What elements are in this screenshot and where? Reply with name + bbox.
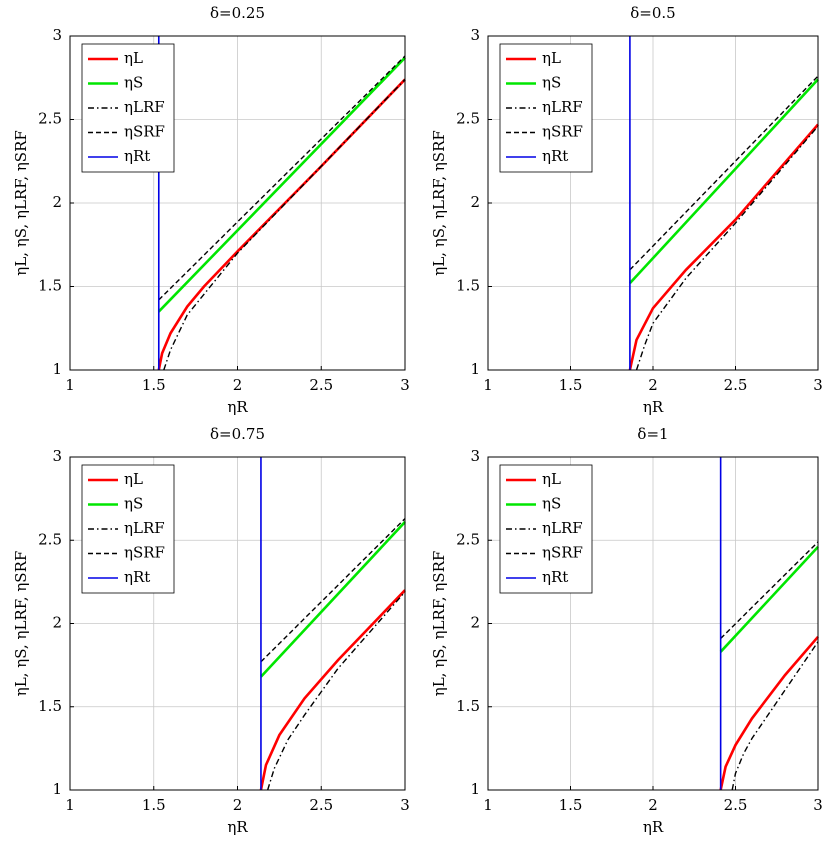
legend-label: ηRt (542, 147, 568, 165)
x-tick-label: 2 (648, 796, 658, 814)
x-tick-label: 2.5 (309, 376, 333, 394)
series-line (731, 641, 819, 791)
legend-label: ηRt (542, 568, 568, 586)
legend-label: ηS (542, 74, 561, 92)
legend-label: ηSRF (542, 544, 583, 562)
legend-label: ηL (124, 49, 143, 67)
x-tick-label: 3 (400, 796, 410, 814)
y-tick-label: 2 (52, 193, 62, 211)
legend-label: ηLRF (124, 519, 165, 537)
series-line (629, 75, 819, 271)
series-line (719, 546, 819, 653)
x-tick-label: 2 (233, 796, 243, 814)
subplot-title: δ=0.5 (630, 4, 675, 22)
legend-label: ηLRF (124, 98, 165, 116)
x-axis-label: ηR (643, 398, 664, 416)
x-axis-label: ηR (227, 398, 248, 416)
x-tick-label: 1 (483, 796, 493, 814)
series-line (628, 78, 819, 285)
y-tick-label: 1.5 (456, 277, 480, 295)
plot-frame (69, 35, 406, 371)
y-tick-label: 1 (52, 360, 62, 378)
series-line (635, 125, 819, 371)
series-line (260, 518, 406, 663)
legend-label: ηS (124, 495, 143, 513)
y-tick-label: 3 (52, 447, 62, 465)
series-line (157, 78, 406, 371)
x-tick-label: 2.5 (724, 796, 748, 814)
subplot-title: δ=0.75 (210, 425, 265, 443)
y-tick-label: 2 (470, 614, 480, 632)
y-tick-label: 3 (52, 26, 62, 44)
legend-label: ηRt (124, 147, 150, 165)
plot-frame (487, 456, 819, 791)
series-line (266, 591, 406, 791)
x-tick-label: 1.5 (142, 376, 166, 394)
y-tick-label: 3 (470, 26, 480, 44)
y-tick-label: 2.5 (456, 530, 480, 548)
y-axis-label: ηL, ηS, ηLRF, ηSRF (12, 551, 30, 697)
subplot-title: δ=0.25 (210, 4, 265, 22)
x-tick-label: 1 (483, 376, 493, 394)
x-tick-label: 2.5 (309, 796, 333, 814)
legend-label: ηRt (124, 568, 150, 586)
y-axis-label: ηL, ηS, ηLRF, ηSRF (430, 130, 448, 276)
subplot-title: δ=1 (637, 425, 668, 443)
series-line (163, 78, 406, 371)
x-tick-label: 1 (65, 376, 75, 394)
series-line (158, 55, 406, 301)
y-tick-label: 1 (470, 360, 480, 378)
x-tick-label: 2.5 (724, 376, 748, 394)
x-tick-label: 2 (233, 376, 243, 394)
y-tick-label: 1.5 (456, 697, 480, 715)
legend-label: ηL (124, 470, 143, 488)
x-tick-label: 1.5 (559, 796, 583, 814)
y-tick-label: 1 (470, 780, 480, 798)
series-line (259, 521, 406, 678)
x-tick-label: 1.5 (559, 376, 583, 394)
x-axis-label: ηR (643, 818, 664, 836)
y-axis-label: ηL, ηS, ηLRF, ηSRF (430, 551, 448, 697)
legend-label: ηL (542, 49, 561, 67)
y-tick-label: 2.5 (456, 110, 480, 128)
y-tick-label: 2.5 (38, 110, 62, 128)
y-tick-label: 2 (470, 193, 480, 211)
x-tick-label: 1 (65, 796, 75, 814)
legend-label: ηSRF (124, 123, 165, 141)
x-tick-label: 3 (400, 376, 410, 394)
plot-frame (487, 35, 819, 371)
x-tick-label: 3 (813, 376, 823, 394)
y-axis-label: ηL, ηS, ηLRF, ηSRF (12, 130, 30, 276)
legend-label: ηLRF (542, 98, 583, 116)
plot-frame (69, 456, 406, 791)
series-line (259, 589, 406, 791)
series-line (628, 123, 819, 371)
x-tick-label: 2 (648, 376, 658, 394)
x-tick-label: 3 (813, 796, 823, 814)
y-tick-label: 1.5 (38, 277, 62, 295)
series-line (720, 541, 819, 639)
legend-label: ηSRF (542, 123, 583, 141)
legend-label: ηSRF (124, 544, 165, 562)
legend-label: ηS (542, 495, 561, 513)
series-line (719, 635, 819, 791)
y-tick-label: 2 (52, 614, 62, 632)
legend-label: ηLRF (542, 519, 583, 537)
y-tick-label: 2.5 (38, 530, 62, 548)
y-tick-label: 1.5 (38, 697, 62, 715)
legend-label: ηL (542, 470, 561, 488)
y-tick-label: 1 (52, 780, 62, 798)
x-axis-label: ηR (227, 818, 248, 836)
series-line (157, 56, 406, 313)
x-tick-label: 1.5 (142, 796, 166, 814)
legend-label: ηS (124, 74, 143, 92)
y-tick-label: 3 (470, 447, 480, 465)
